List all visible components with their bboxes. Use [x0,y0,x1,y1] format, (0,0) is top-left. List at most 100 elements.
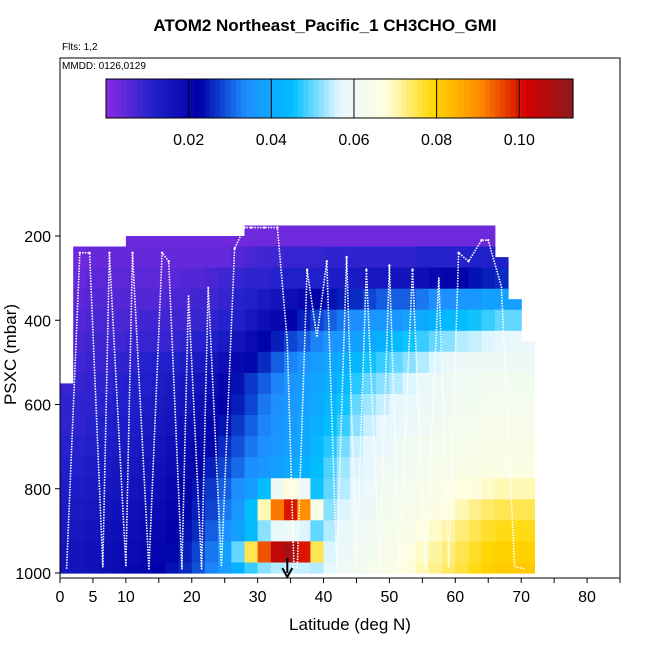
x-axis-tick-label: 60 [446,589,464,606]
heatmap-cell [468,457,483,479]
heatmap-cell [257,478,272,500]
colorbar-swatch [152,79,159,118]
heatmap-cell [204,541,219,564]
heatmap-cell [297,520,311,542]
heatmap-cell [415,309,430,332]
heatmap-cell [284,436,298,458]
heatmap-cell [257,457,272,479]
heatmap-cell [481,372,496,395]
heatmap-cell [60,499,74,521]
heatmap-cell [297,267,311,290]
heatmap-cell [402,372,417,395]
heatmap-cell [349,394,364,416]
colorbar-swatch [204,79,211,118]
heatmap-cell [376,394,390,416]
heatmap-cell [178,330,193,353]
colorbar-swatch [541,79,548,118]
heatmap-cell [297,288,311,311]
heatmap-cell [402,436,417,458]
heatmap-cell [139,457,153,479]
heatmap-cell [521,351,535,374]
flight-track-point [467,260,470,263]
heatmap-cell [139,541,153,564]
heatmap-cell [442,394,456,416]
heatmap-cell [402,520,417,542]
heatmap-cell [270,541,285,564]
heatmap-cell [73,267,87,290]
colorbar-swatch [194,79,200,118]
heatmap-cell [415,415,430,437]
heatmap-cell [323,499,338,521]
heatmap-cell [73,372,87,395]
heatmap-cell [468,309,483,332]
heatmap-cell [244,309,259,332]
heatmap-cell [99,457,114,479]
heatmap-cell [218,246,232,269]
heatmap-cell [323,246,338,269]
heatmap-cell [257,415,272,437]
x-axis-tick-label: 10 [117,589,135,606]
heatmap-cell [336,394,351,416]
heatmap-cell [244,457,259,479]
colorbar-swatch [417,79,424,118]
heatmap-cell [428,436,443,458]
heatmap-cell [60,383,74,395]
heatmap-cell [376,520,390,542]
heatmap-cell [415,562,430,574]
heatmap-cell [244,225,259,248]
heatmap-cell [112,415,127,437]
heatmap-cell [231,499,246,521]
heatmap-cell [231,288,246,311]
heatmap-cell [428,267,443,290]
y-axis-tick-label: 600 [24,398,51,415]
heatmap-cell [494,267,509,290]
heatmap-cell [257,394,272,416]
heatmap-cell [191,457,206,479]
heatmap-cell [191,236,206,248]
heatmap-cell [231,436,246,458]
heatmap-cell [231,267,246,290]
colorbar-swatch [458,79,465,118]
heatmap-cell [191,372,206,395]
heatmap-cell [152,520,166,542]
heatmap-cell [231,246,246,269]
heatmap-cell [297,394,311,416]
colorbar-swatch [329,79,335,118]
heatmap-cell [60,520,74,542]
heatmap-cell [428,309,443,332]
heatmap-cell [389,225,404,248]
heatmap-cell [284,415,298,437]
heatmap-cell [284,394,298,416]
colorbar-swatch [406,79,413,118]
heatmap-cell [336,309,351,332]
colorbar-swatch [349,79,356,118]
heatmap-cell [284,246,298,269]
colorbar-swatch [189,79,195,118]
heatmap-cell [112,394,127,416]
heatmap-cell [257,520,272,542]
heatmap-cell [508,415,522,437]
heatmap-cell [508,436,522,458]
colorbar-tick-label: 0.10 [504,132,535,149]
heatmap-cell [86,499,101,521]
heatmap-cell [349,246,364,269]
plot-frame [59,57,621,579]
heatmap-cell [442,457,456,479]
heatmap-cell [284,351,298,374]
heatmap-cell [310,246,325,269]
heatmap-cell [99,436,114,458]
heatmap-cell [455,394,470,416]
heatmap-cell [244,562,259,574]
heatmap-cell [323,562,338,574]
heatmap-cell [297,562,311,574]
heatmap-cell [99,478,114,500]
heatmap-cell [244,288,259,311]
heatmap-cell [257,225,272,248]
heatmap-cell [508,299,522,311]
heatmap-cell [191,562,206,574]
heatmap-cell [178,562,193,574]
heatmap-cell [428,562,443,574]
heatmap-cell [442,267,456,290]
heatmap-cell [270,225,285,248]
heatmap-cell [178,372,193,395]
